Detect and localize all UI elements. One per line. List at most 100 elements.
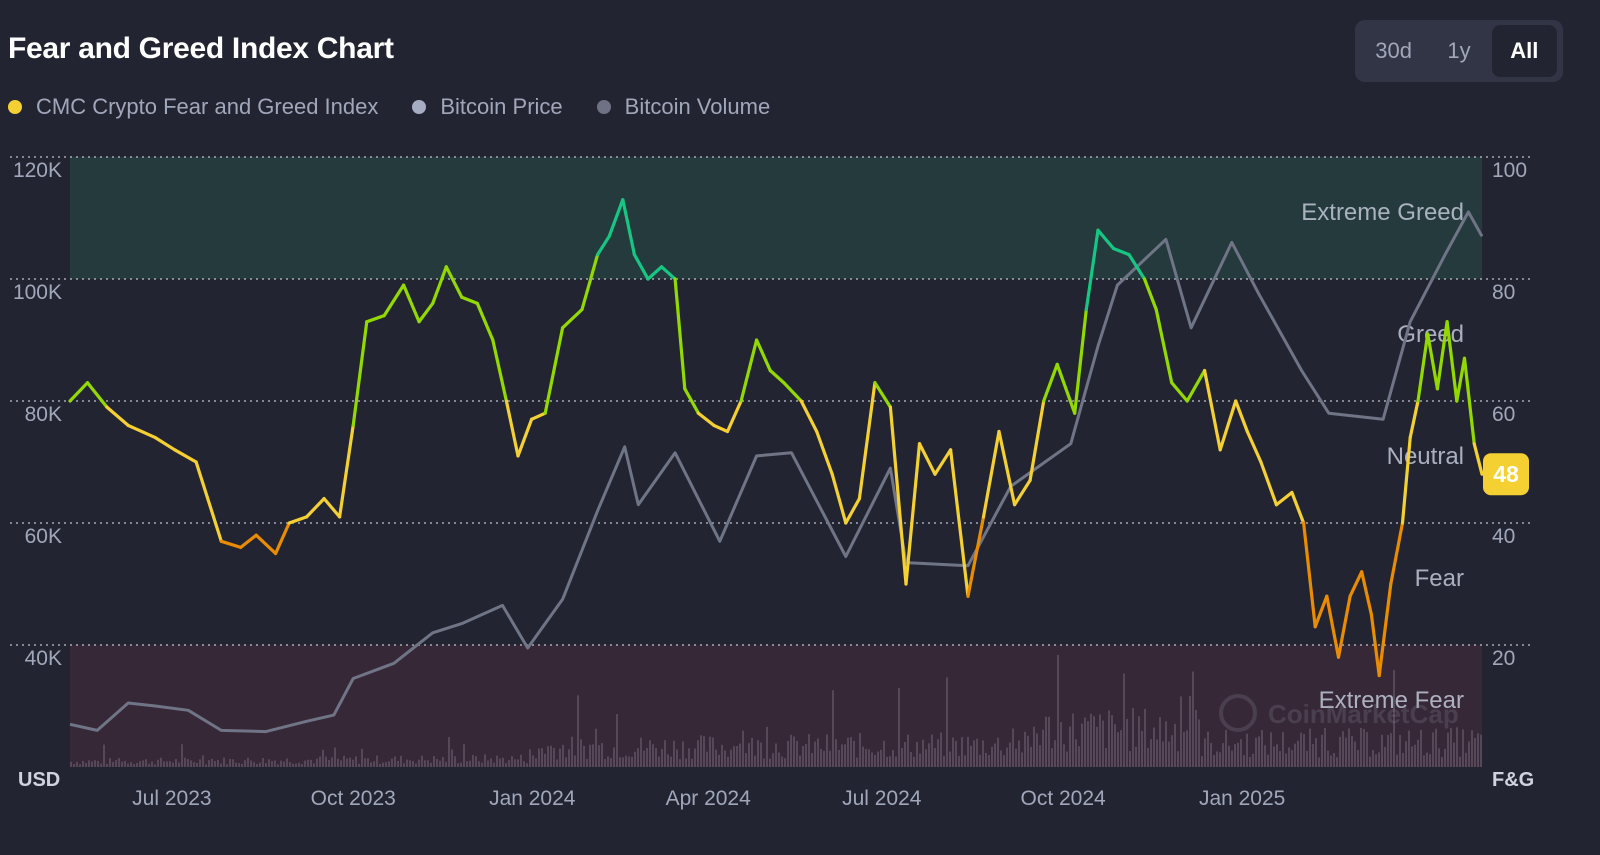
legend-item-bitcoin-price[interactable]: Bitcoin Price: [412, 94, 563, 120]
volume-bar: [169, 761, 171, 767]
volume-bar: [100, 763, 102, 767]
volume-bar: [1435, 728, 1437, 767]
volume-bar: [190, 760, 192, 767]
fear-greed-line-segment: [1290, 490, 1306, 525]
fear-greed-line-segment: [287, 515, 309, 525]
volume-bar: [232, 759, 234, 767]
volume-bar: [733, 746, 735, 767]
volume-bar: [610, 757, 612, 767]
volume-bar: [1405, 741, 1407, 767]
volume-bar: [1336, 757, 1338, 767]
volume-bar: [949, 751, 951, 767]
volume-bar: [322, 749, 324, 767]
volume-bar: [1012, 728, 1014, 767]
volume-bar: [511, 756, 513, 767]
volume-bar: [487, 760, 489, 767]
volume-bar: [82, 760, 84, 767]
volume-bar: [145, 759, 147, 767]
volume-bar: [247, 757, 249, 767]
volume-bar: [682, 741, 684, 767]
fear-greed-line-segment: [712, 423, 730, 434]
fear-greed-line-segment: [1462, 356, 1476, 446]
fear-greed-line-segment: [1096, 228, 1116, 251]
volume-bar: [277, 764, 279, 767]
volume-bar: [1450, 727, 1452, 767]
volume-bar: [796, 740, 798, 767]
fear-greed-line-segment: [1185, 368, 1207, 403]
volume-bar: [958, 755, 960, 767]
volume-bar: [1078, 746, 1080, 767]
volume-bar: [400, 755, 402, 767]
volume-bar: [598, 745, 600, 767]
volume-bar: [826, 734, 828, 767]
volume-bar: [553, 747, 555, 767]
volume-bar: [922, 739, 924, 767]
volume-bar: [529, 749, 531, 767]
range-1y-button[interactable]: 1y: [1447, 38, 1471, 63]
volume-bar: [478, 761, 480, 767]
volume-bar: [820, 748, 822, 767]
volume-bar: [274, 760, 276, 767]
volume-bar: [1408, 730, 1410, 767]
fear-greed-line-segment: [683, 387, 701, 415]
volume-bar: [1453, 742, 1455, 767]
volume-bar: [718, 754, 720, 767]
legend-dot-bitcoin-price: [412, 100, 427, 114]
volume-bar: [841, 744, 843, 767]
fear-greed-line-segment: [322, 497, 342, 519]
volume-bar: [874, 754, 876, 767]
volume-bar: [1021, 752, 1023, 767]
fear-greed-line-segment: [948, 448, 970, 598]
fear-greed-line-segment: [543, 326, 565, 415]
volume-bar: [397, 760, 399, 767]
volume-bar: [880, 749, 882, 767]
volume-bar: [1024, 731, 1026, 767]
volume-bar: [913, 756, 915, 767]
volume-bar: [667, 754, 669, 767]
fear-greed-line-segment: [782, 381, 803, 403]
volume-bar: [1351, 736, 1353, 767]
volume-bar: [256, 763, 258, 767]
volume-bar: [1168, 741, 1170, 767]
volume-bar: [412, 760, 414, 767]
volume-bar: [1030, 746, 1032, 767]
volume-bar: [1231, 750, 1233, 767]
volume-bar: [1219, 752, 1221, 767]
right-axis-tick-label: 20: [1492, 647, 1515, 670]
volume-bar: [1324, 728, 1326, 767]
left-axis-tick-label: 100K: [13, 281, 62, 304]
range-30d-button[interactable]: 30d: [1375, 38, 1413, 63]
volume-bar: [904, 741, 906, 767]
left-axis-tick-label: 120K: [13, 159, 62, 182]
volume-bar: [940, 732, 942, 767]
volume-bar: [1480, 734, 1482, 767]
volume-bar: [1090, 713, 1092, 767]
volume-bar: [1201, 756, 1203, 767]
volume-bar: [607, 756, 609, 767]
range-all-button[interactable]: All: [1491, 25, 1557, 77]
volume-bar: [364, 758, 366, 767]
fear-greed-line-segment: [153, 436, 177, 452]
legend-item-bitcoin-volume[interactable]: Bitcoin Volume: [596, 94, 770, 120]
fear-greed-line-segment: [981, 429, 1001, 519]
zone-extreme-greed-band: [70, 157, 1482, 279]
volume-bar: [382, 762, 384, 767]
volume-bar: [1054, 740, 1056, 767]
volume-bar: [541, 748, 543, 767]
volume-bar: [136, 763, 138, 767]
legend-item-fear-greed[interactable]: CMC Crypto Fear and Greed Index: [8, 94, 378, 120]
volume-bar: [1015, 748, 1017, 767]
volume-bar: [559, 748, 561, 767]
volume-bar: [223, 757, 225, 767]
volume-bar: [1390, 733, 1392, 767]
legend-label-bitcoin-price: Bitcoin Price: [440, 94, 563, 119]
volume-bar: [982, 740, 984, 767]
volume-bar: [271, 761, 273, 767]
volume-bar: [919, 753, 921, 767]
volume-bar: [220, 763, 222, 767]
volume-bar: [238, 763, 240, 767]
volume-bar: [1081, 723, 1083, 767]
volume-bar: [1045, 716, 1047, 767]
volume-bar: [727, 756, 729, 767]
